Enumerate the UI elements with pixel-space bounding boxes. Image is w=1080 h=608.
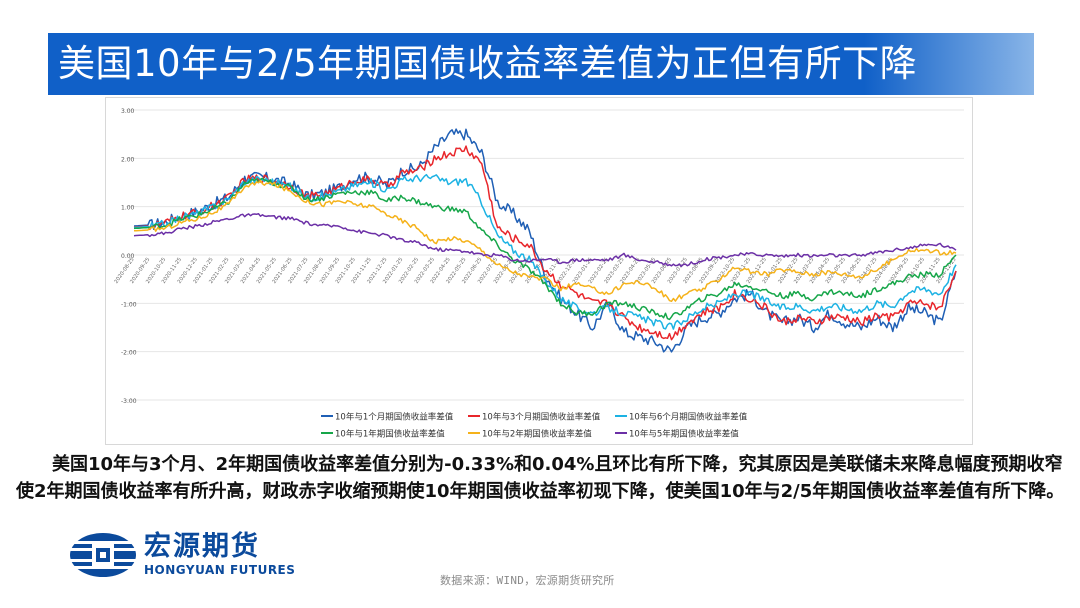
y-tick-label: 1.00 — [121, 205, 135, 212]
y-tick-label: -3.00 — [121, 398, 137, 405]
legend-label: 10年与5年期国债收益率差值 — [629, 429, 739, 440]
yield-spread-chart: 3.002.001.000.00-1.00-2.00-3.002020-08-2… — [113, 108, 964, 440]
y-tick-label: -1.00 — [121, 301, 137, 308]
series-line-6 — [133, 212, 957, 268]
logo-text-en: HONGYUAN FUTURES — [144, 563, 296, 577]
page-title: 美国10年与2/5年期国债收益率差值为正但有所下降 — [58, 42, 918, 85]
legend-label: 10年与1个月期国债收益率差值 — [335, 412, 454, 423]
y-tick-label: -2.00 — [121, 350, 137, 357]
y-tick-label: 2.00 — [121, 156, 135, 163]
legend-label: 10年与1年期国债收益率差值 — [335, 429, 445, 440]
series-line-5 — [133, 179, 957, 303]
title-banner-fade — [864, 33, 1034, 95]
y-tick-label: 0.00 — [121, 253, 135, 260]
company-logo: 宏源期货 HONGYUAN FUTURES — [68, 530, 308, 580]
chart-panel: 3.00 2.00 1.00 0.00 -1.00 -2.00 -3.00 2020-08-2… — [105, 97, 973, 445]
series-line-4 — [133, 177, 957, 321]
y-tick-label: 3.00 — [121, 108, 135, 115]
title-banner: 美国10年与2/5年期国债收益率差值为正但有所下降 — [48, 33, 1034, 95]
series-line-2 — [133, 145, 957, 341]
legend-label: 10年与3个月期国债收益率差值 — [482, 412, 601, 423]
series-line-3 — [133, 173, 957, 330]
logo-text-cn: 宏源期货 — [144, 531, 260, 562]
source-note: 数据来源：WIND，宏源期货研究所 — [440, 574, 615, 587]
body-text: 美国10年与3个月、2年期国债收益率差值分别为-0.33%和0.04%且环比有所… — [16, 454, 1065, 502]
logo-emblem-icon — [70, 533, 136, 577]
legend-label: 10年与6个月期国债收益率差值 — [629, 412, 748, 423]
legend-label: 10年与2年期国债收益率差值 — [482, 429, 592, 440]
